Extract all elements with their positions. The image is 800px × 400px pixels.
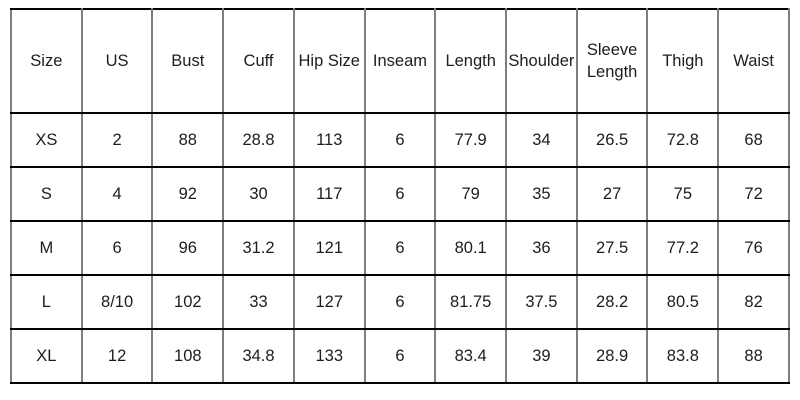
measurement-cell: 117 [292,166,366,222]
measurement-cell: 6 [80,220,154,276]
measurement-cell: 28.9 [575,328,649,384]
table-row: XS 2 88 28.8 113 6 77.9 34 26.5 72.8 68 [10,112,790,168]
measurement-cell: 133 [292,328,366,384]
measurement-cell: 36 [505,220,578,276]
measurement-cell: 102 [151,274,225,330]
measurement-cell: 28.2 [575,274,649,330]
measurement-cell: 27 [575,166,649,222]
table-body: XS 2 88 28.8 113 6 77.9 34 26.5 72.8 68 S 4 92 30 117 6 7… [10,112,790,384]
measurement-cell: 39 [505,328,578,384]
measurement-cell: 12 [80,328,154,384]
column-header-cuff: Cuff [222,8,295,114]
measurement-cell: 33 [222,274,295,330]
column-header-size: Size [10,8,83,114]
column-header-waist: Waist [717,8,790,114]
measurement-cell: 77.9 [434,112,508,168]
measurement-cell: 8/10 [80,274,154,330]
measurement-cell: 31.2 [222,220,295,276]
measurement-cell: 83.4 [434,328,508,384]
measurement-cell: 76 [717,220,790,276]
measurement-cell: 34 [505,112,578,168]
table-row: XL 12 108 34.8 133 6 83.4 39 28.9 83.8 88 [10,328,790,384]
column-header-hip-size: Hip Size [292,8,366,114]
measurement-cell: 6 [363,220,437,276]
measurement-cell: 72.8 [646,112,720,168]
measurement-cell: 81.75 [434,274,508,330]
measurement-cell: 77.2 [646,220,720,276]
size-label-cell: S [10,166,83,222]
measurement-cell: 83.8 [646,328,720,384]
measurement-cell: 88 [151,112,225,168]
measurement-cell: 6 [363,166,437,222]
table-header: Size US Bust Cuff Hip Size Inseam Length Should… [10,8,790,114]
size-label-cell: M [10,220,83,276]
measurement-cell: 92 [151,166,225,222]
measurement-cell: 121 [292,220,366,276]
measurement-cell: 28.8 [222,112,295,168]
size-chart-table: Size US Bust Cuff Hip Size Inseam Length Should… [10,8,790,384]
measurement-cell: 113 [292,112,366,168]
size-label-cell: XS [10,112,83,168]
table-row: M 6 96 31.2 121 6 80.1 36 27.5 77.2 76 [10,220,790,276]
measurement-cell: 75 [646,166,720,222]
size-label-cell: L [10,274,83,330]
measurement-cell: 30 [222,166,295,222]
table-row: S 4 92 30 117 6 79 35 27 75 72 [10,166,790,222]
header-row: Size US Bust Cuff Hip Size Inseam Length Should… [10,8,790,114]
measurement-cell: 37.5 [505,274,578,330]
measurement-cell: 6 [363,112,437,168]
measurement-cell: 88 [717,328,790,384]
measurement-cell: 127 [292,274,366,330]
measurement-cell: 6 [363,274,437,330]
table-row: L 8/10 102 33 127 6 81.75 37.5 28.2 80.5 82 [10,274,790,330]
measurement-cell: 35 [505,166,578,222]
column-header-thigh: Thigh [646,8,720,114]
measurement-cell: 26.5 [575,112,649,168]
measurement-cell: 2 [80,112,154,168]
column-header-length: Length [434,8,508,114]
size-label-cell: XL [10,328,83,384]
measurement-cell: 108 [151,328,225,384]
measurement-cell: 6 [363,328,437,384]
measurement-cell: 34.8 [222,328,295,384]
column-header-sleeve-length: Sleeve Length [575,8,649,114]
measurement-cell: 80.5 [646,274,720,330]
measurement-cell: 79 [434,166,508,222]
column-header-shoulder: Shoulder [505,8,578,114]
measurement-cell: 4 [80,166,154,222]
column-header-us: US [80,8,154,114]
column-header-bust: Bust [151,8,225,114]
measurement-cell: 68 [717,112,790,168]
measurement-cell: 72 [717,166,790,222]
measurement-cell: 96 [151,220,225,276]
measurement-cell: 80.1 [434,220,508,276]
measurement-cell: 27.5 [575,220,649,276]
column-header-inseam: Inseam [363,8,437,114]
measurement-cell: 82 [717,274,790,330]
